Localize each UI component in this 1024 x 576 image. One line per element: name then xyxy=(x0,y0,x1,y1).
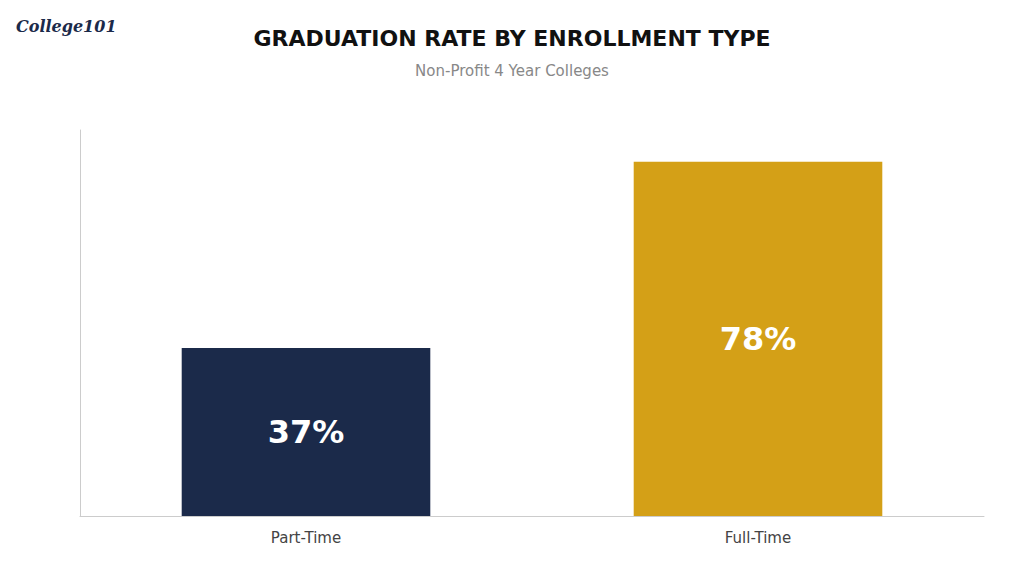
svg-text:Non-Profit 4 Year Colleges: Non-Profit 4 Year Colleges xyxy=(415,62,609,80)
svg-text:Part-Time: Part-Time xyxy=(271,529,341,547)
svg-text:College101: College101 xyxy=(16,17,117,36)
svg-text:Full-Time: Full-Time xyxy=(725,529,791,547)
svg-text:37%: 37% xyxy=(268,413,345,451)
svg-text:GRADUATION RATE BY ENROLLMENT: GRADUATION RATE BY ENROLLMENT TYPE xyxy=(253,26,770,51)
svg-text:78%: 78% xyxy=(720,320,797,358)
